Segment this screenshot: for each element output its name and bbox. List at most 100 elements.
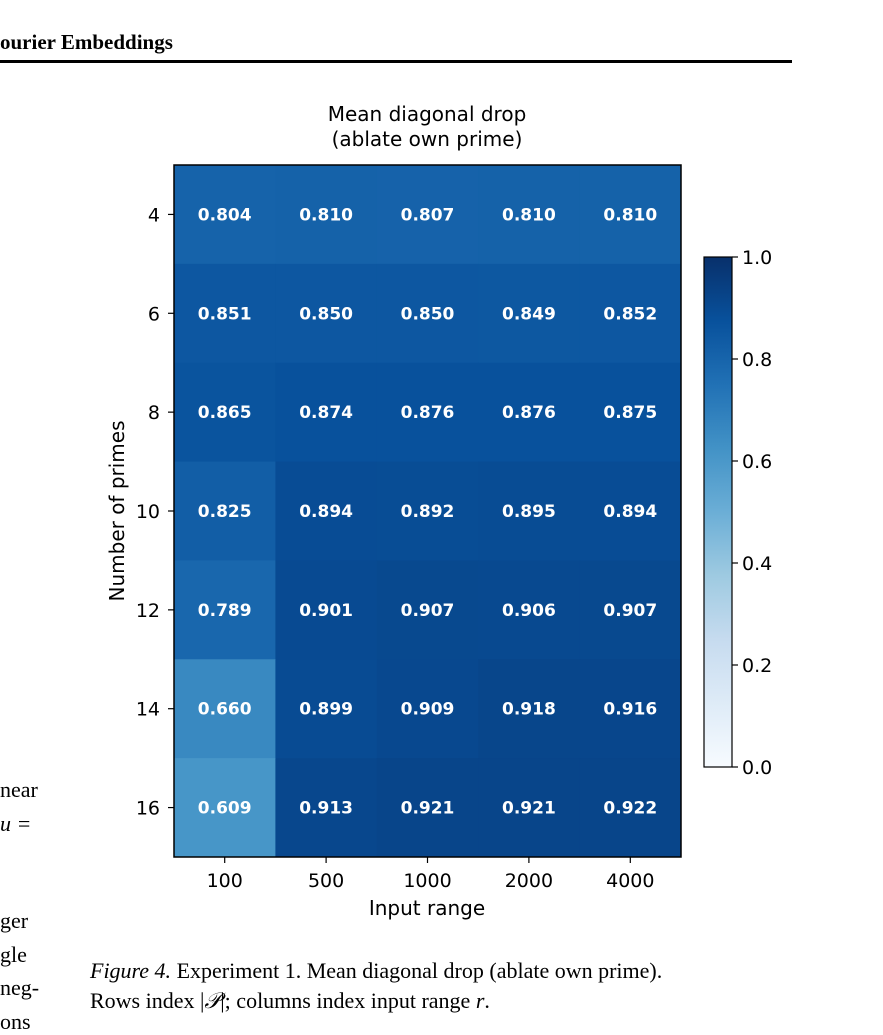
cell-value-label: 0.894 (603, 502, 657, 522)
y-tick-label: 4 (148, 204, 160, 226)
heatmap-cell (376, 362, 479, 463)
cell-value-label: 0.810 (299, 205, 353, 225)
caption-text: . (484, 988, 490, 1013)
cell-value-label: 0.609 (198, 799, 252, 819)
x-tick-label: 500 (308, 870, 344, 892)
heatmap-cell (376, 560, 479, 660)
heatmap-cell (376, 165, 479, 265)
cell-value-label: 0.810 (502, 205, 556, 225)
cell-value-label: 0.916 (603, 700, 657, 720)
cell-value-label: 0.906 (502, 601, 556, 621)
margin-fragment: u = (0, 811, 32, 836)
header-rule (0, 60, 792, 63)
heatmap-cell (275, 263, 378, 364)
cell-value-label: 0.918 (502, 700, 556, 720)
cell-value-label: 0.850 (401, 304, 455, 324)
heatmap-cell (174, 560, 276, 660)
cell-value-label: 0.851 (198, 304, 252, 324)
cell-value-label: 0.921 (502, 799, 556, 819)
heatmap-cell (275, 758, 378, 858)
figure-caption: Figure 4. Experiment 1. Mean diagonal dr… (90, 956, 662, 1016)
caption-line-1: Figure 4. Experiment 1. Mean diagonal dr… (90, 956, 662, 986)
colorbar-tick-label: 0.2 (742, 655, 772, 677)
caption-math-r: r (475, 988, 485, 1013)
caption-math-p: 𝒫 (204, 988, 221, 1013)
heatmap-cell (174, 659, 276, 759)
heatmap-cell (174, 758, 276, 858)
cell-value-label: 0.660 (198, 700, 252, 720)
cell-value-label: 0.899 (299, 700, 353, 720)
colorbar-tick-label: 0.8 (742, 349, 772, 371)
cell-value-label: 0.913 (299, 799, 353, 819)
running-head: ourier Embeddings (0, 30, 173, 54)
colorbar-tick-label: 1.0 (742, 247, 772, 269)
heatmap-cell (376, 263, 479, 364)
heatmap-cell (174, 263, 276, 364)
heatmap-cell (478, 165, 581, 265)
cell-value-label: 0.789 (198, 601, 252, 621)
heatmap-cell (579, 560, 682, 660)
caption-line-2: Rows index |𝒫|; columns index input rang… (90, 986, 662, 1016)
heatmap-cell (275, 362, 378, 463)
margin-fragment: ger (0, 908, 29, 933)
y-tick-label: 14 (136, 699, 160, 721)
cell-value-label: 0.850 (299, 304, 353, 324)
x-tick-label: 2000 (505, 870, 553, 892)
cell-value-label: 0.894 (299, 502, 353, 522)
heatmap-cell (275, 560, 378, 660)
heatmap-cell (478, 758, 581, 858)
chart-title-line-1: Mean diagonal drop (328, 102, 527, 126)
cell-value-label: 0.874 (299, 403, 353, 423)
heatmap-cell (579, 461, 682, 561)
heatmap-cell (275, 165, 378, 265)
cell-value-label: 0.807 (401, 205, 455, 225)
heatmap-cell (376, 461, 479, 561)
y-tick-label: 12 (136, 600, 160, 622)
heatmap-cell (478, 560, 581, 660)
margin-fragment: neg- (0, 975, 40, 1000)
heatmap-cell (579, 659, 682, 759)
cell-value-label: 0.865 (198, 403, 252, 423)
cell-value-label: 0.909 (401, 700, 455, 720)
cell-value-label: 0.921 (401, 799, 455, 819)
y-tick-label: 16 (136, 798, 160, 820)
heatmap-cell (174, 362, 276, 463)
colorbar-tick-label: 0.6 (742, 451, 772, 473)
cell-value-label: 0.849 (502, 304, 556, 324)
heatmap-cell (275, 461, 378, 561)
cell-value-label: 0.892 (401, 502, 455, 522)
x-axis-label: Input range (369, 896, 485, 920)
y-tick-label: 8 (148, 402, 160, 424)
heatmap-cell (579, 362, 682, 463)
colorbar-tick-label: 0.4 (742, 553, 772, 575)
cell-value-label: 0.895 (502, 502, 556, 522)
heatmap-cell (376, 758, 479, 858)
heatmap-cell (579, 758, 682, 858)
margin-fragment: gle (0, 942, 27, 967)
cell-value-label: 0.875 (603, 403, 657, 423)
cell-value-label: 0.876 (401, 403, 455, 423)
heatmap-cell (174, 165, 276, 265)
cell-value-label: 0.901 (299, 601, 353, 621)
y-tick-label: 10 (136, 501, 160, 523)
caption-label: Figure 4. (90, 958, 172, 983)
chart-title-line-2: (ablate own prime) (332, 127, 523, 151)
cell-value-label: 0.852 (603, 304, 657, 324)
cell-value-label: 0.876 (502, 403, 556, 423)
colorbar (703, 256, 733, 768)
heatmap-cell (478, 263, 581, 364)
y-axis-label: Number of primes (105, 420, 129, 601)
colorbar-tick-label: 0.0 (742, 757, 772, 779)
caption-text: |; columns index input range (220, 988, 476, 1013)
cell-value-label: 0.810 (603, 205, 657, 225)
heatmap-cell (478, 362, 581, 463)
heatmap-cell (275, 659, 378, 759)
heatmap-cell (579, 263, 682, 364)
caption-text: Experiment 1. Mean diagonal drop (ablate… (171, 958, 663, 983)
cell-value-label: 0.825 (198, 502, 252, 522)
x-tick-label: 4000 (606, 870, 654, 892)
heatmap-cell (478, 659, 581, 759)
heatmap-cell (174, 461, 276, 561)
heatmap-cell (478, 461, 581, 561)
